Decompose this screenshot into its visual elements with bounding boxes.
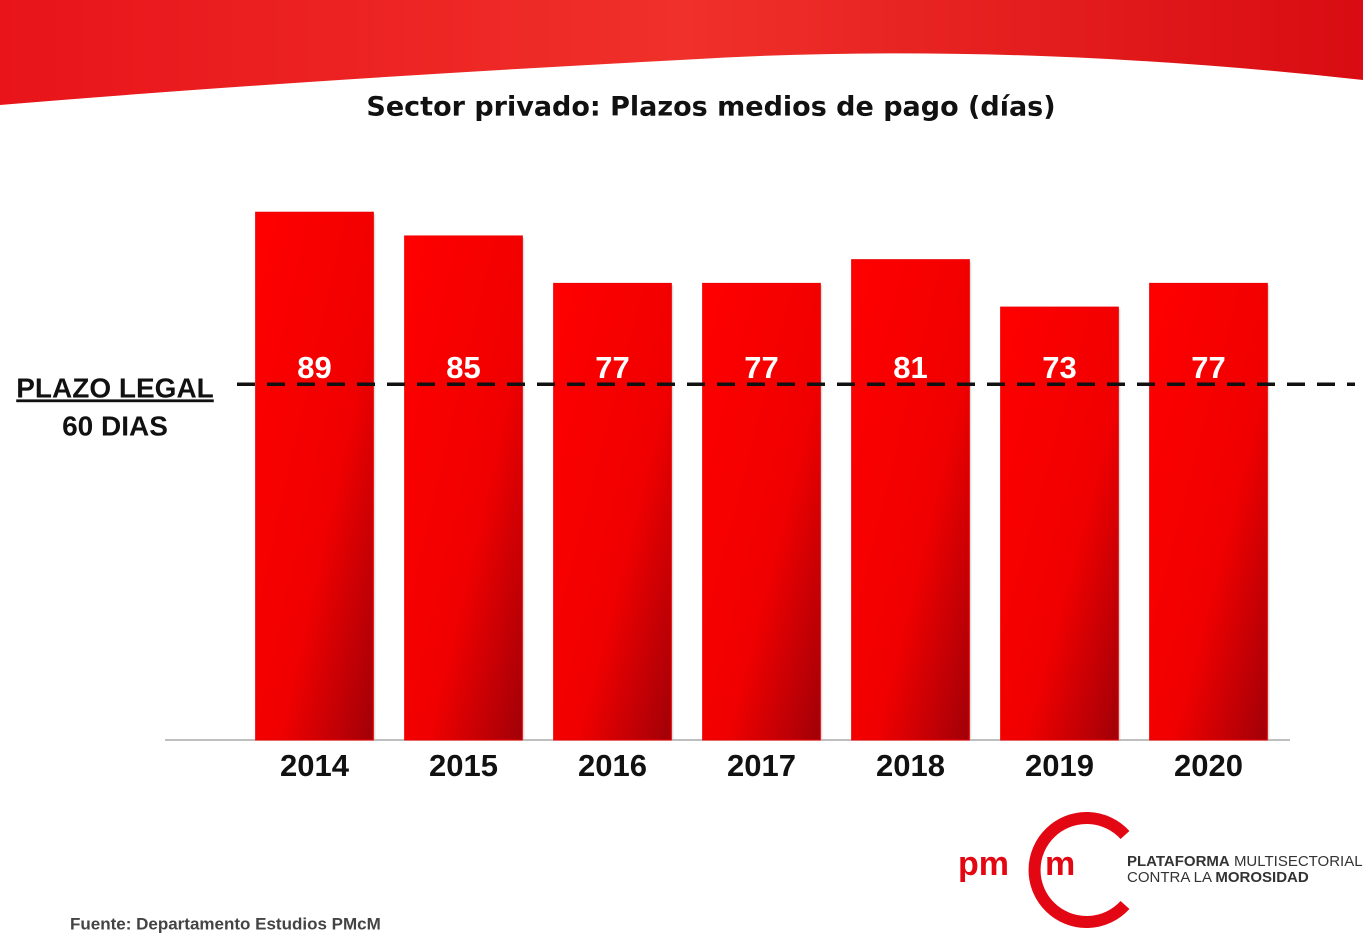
x-tick-label: 2017 [727,748,796,783]
bar [553,282,672,741]
bar [1149,282,1268,741]
bar [404,235,523,741]
logo-mark: pm [958,845,1009,883]
logo-text: PLATAFORMA MULTISECTORIAL [1127,853,1363,870]
logo-mark: m [1045,845,1075,883]
bar [1000,306,1119,741]
logo-text-bold: PLATAFORMA [1127,853,1230,870]
value-label: 85 [446,350,480,385]
logo-text-bold: MOROSIDAD [1215,869,1309,886]
value-label: 77 [1191,350,1225,385]
x-tick-label: 2020 [1174,748,1243,783]
value-label: 81 [893,350,927,385]
value-label: 89 [297,350,331,385]
logo-text-normal: CONTRA LA [1127,869,1212,886]
logo-text-normal: MULTISECTORIAL [1234,853,1363,870]
x-tick-label: 2016 [578,748,647,783]
header-band [0,0,1363,105]
x-tick-label: 2014 [280,748,350,783]
logo-text: CONTRA LA MOROSIDAD [1127,869,1309,886]
value-label: 77 [744,350,778,385]
x-tick-label: 2018 [876,748,945,783]
value-label: 77 [595,350,629,385]
logo-arc [1028,812,1130,928]
reference-label: 60 DIAS [62,410,168,441]
reference-label: PLAZO LEGAL [16,372,214,403]
bar [702,282,821,741]
x-tick-label: 2019 [1025,748,1094,783]
source-note: Fuente: Departamento Estudios PMcM [70,914,381,933]
bar [851,259,970,741]
value-label: 73 [1042,350,1076,385]
chart-title: Sector privado: Plazos medios de pago (d… [366,92,1055,123]
x-tick-label: 2015 [429,748,498,783]
bar [255,211,374,741]
